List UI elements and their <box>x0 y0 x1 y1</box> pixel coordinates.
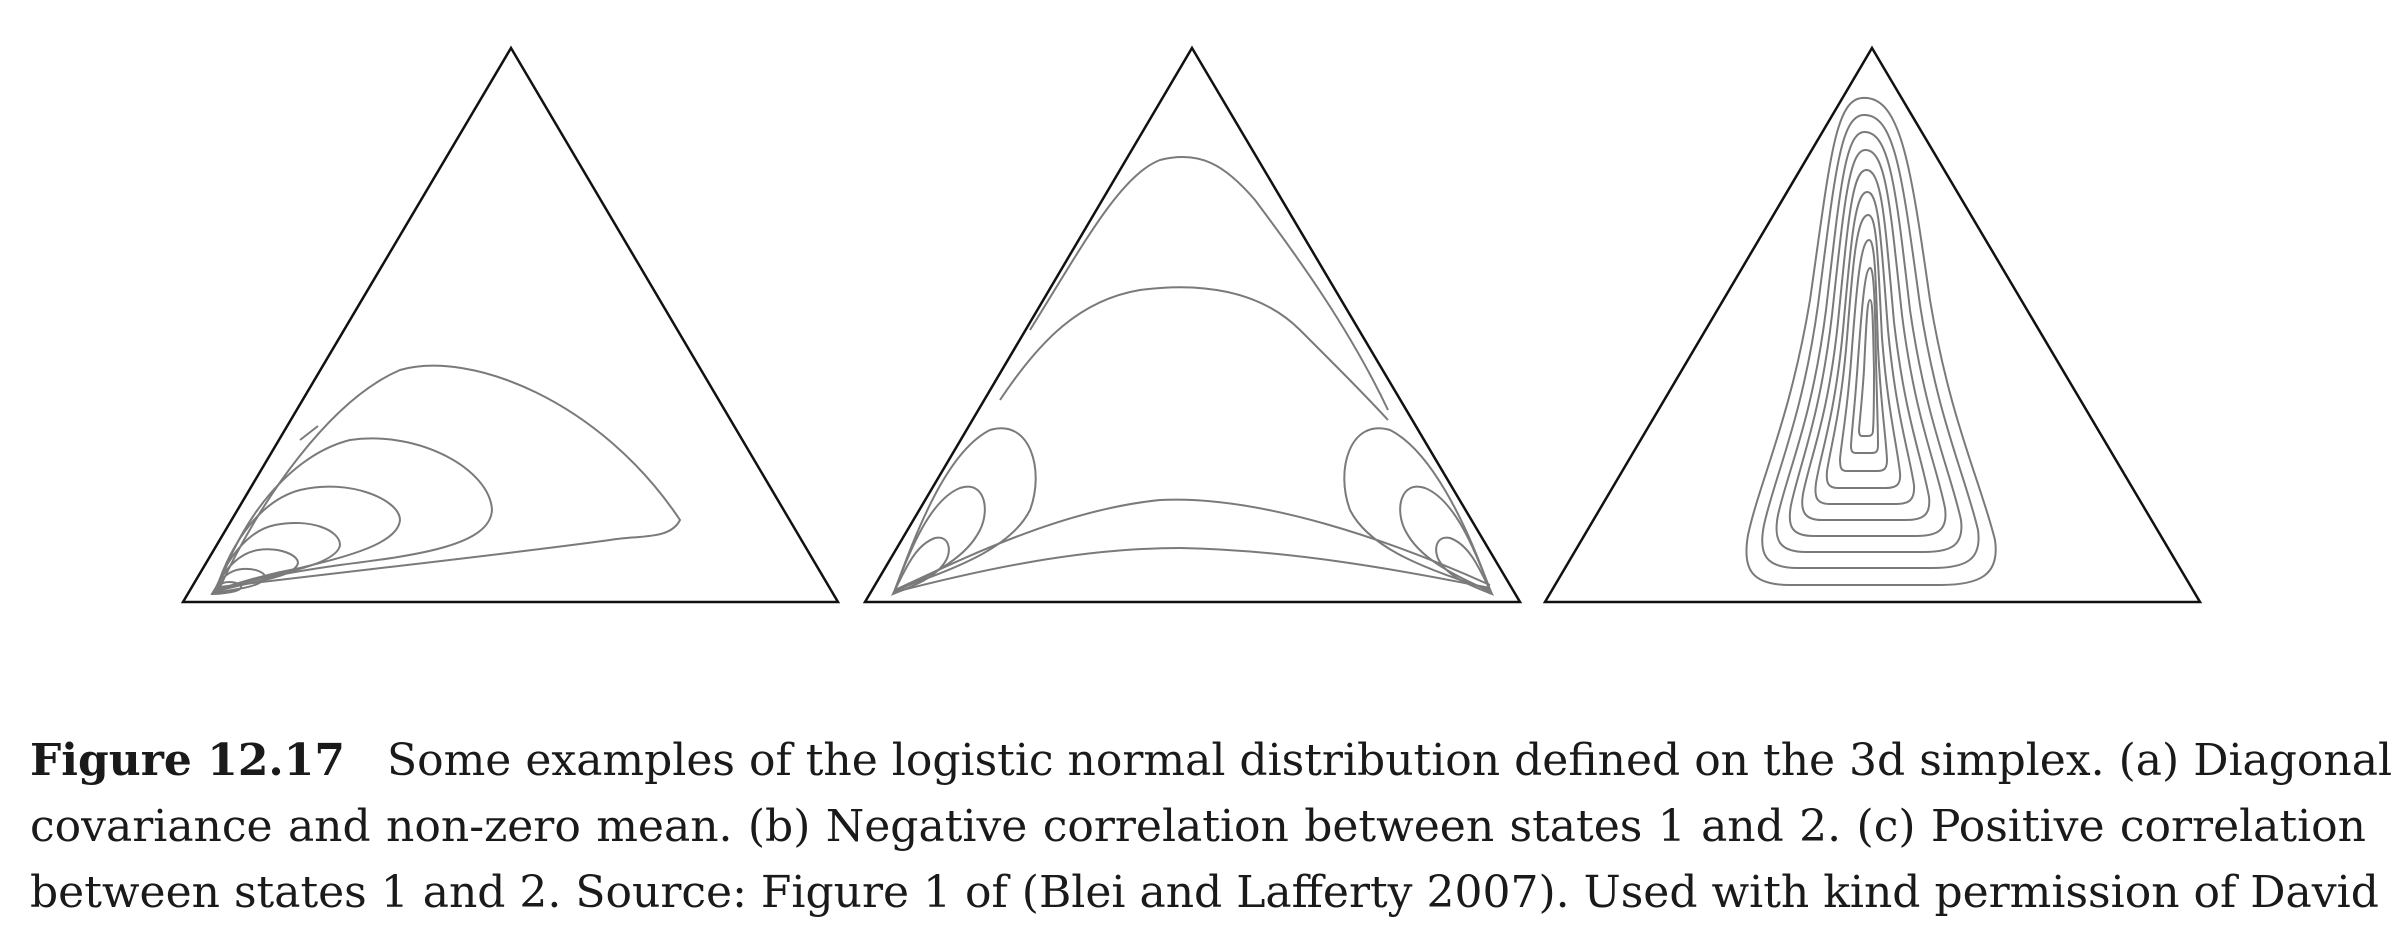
panel-c-contour-7 <box>1825 214 1902 489</box>
panel-a-contour-6 <box>211 567 267 595</box>
panel-b-contours <box>890 155 1495 596</box>
caption-text-1: Some examples of the logistic normal dis… <box>386 735 2392 786</box>
panel-b-simplex-outline <box>862 45 1523 604</box>
figure-simplex-panels <box>180 45 2203 604</box>
panel-b-contour-left-2 <box>892 485 986 594</box>
panel-a-contour-2 <box>216 437 494 591</box>
panel-a-contour-5 <box>212 548 300 594</box>
panel-b-contour-left-1 <box>893 427 1037 592</box>
panel-a-contour-1 <box>218 364 682 589</box>
panel-b-contour-right-3 <box>1435 536 1495 596</box>
panel-b <box>862 45 1523 604</box>
panel-b-contour-left-3 <box>890 536 950 596</box>
panel-b-contour-top-outer <box>1029 155 1389 411</box>
panel-a-contour-7 <box>210 580 243 596</box>
figure-caption: Figure 12.17 Some examples of the logist… <box>30 728 2392 926</box>
panel-b-contour-bottom-inner <box>894 546 1491 593</box>
panel-c-contour-1 <box>1745 96 1997 586</box>
panel-c-contour-3 <box>1775 130 1963 553</box>
panel-c-contour-2 <box>1761 113 1980 569</box>
panel-c <box>1542 45 2203 604</box>
panel-b-contour-bottom-outer <box>894 498 1491 591</box>
panel-c-contour-10 <box>1857 298 1876 437</box>
panel-c-contour-9 <box>1849 266 1880 454</box>
panel-a-contour-dash <box>299 425 319 441</box>
panel-c-simplex-outline <box>1542 45 2203 604</box>
panel-b-contour-right-1 <box>1343 427 1492 592</box>
caption-line-1: Figure 12.17 Some examples of the logist… <box>30 728 2392 794</box>
panel-c-contours <box>1745 96 1997 586</box>
panel-b-contour-top-inner <box>999 286 1389 421</box>
panel-c-contour-6 <box>1814 191 1916 505</box>
panel-a-simplex-outline <box>180 45 841 604</box>
caption-label: Figure 12.17 <box>30 735 345 786</box>
panel-a-contour-4 <box>213 521 342 593</box>
panel-a-contours <box>210 364 682 596</box>
panel-b-contour-right-2 <box>1399 485 1493 594</box>
panel-a-contour-3 <box>214 485 402 592</box>
panel-c-contour-5 <box>1801 168 1931 521</box>
caption-line-3: between states 1 and 2. Source: Figure 1… <box>30 867 2379 918</box>
panel-a <box>180 45 841 604</box>
panel-c-contour-8 <box>1838 238 1889 472</box>
panel-c-contour-4 <box>1788 148 1947 537</box>
caption-line-2: covariance and non-zero mean. (b) Negati… <box>30 801 2366 852</box>
